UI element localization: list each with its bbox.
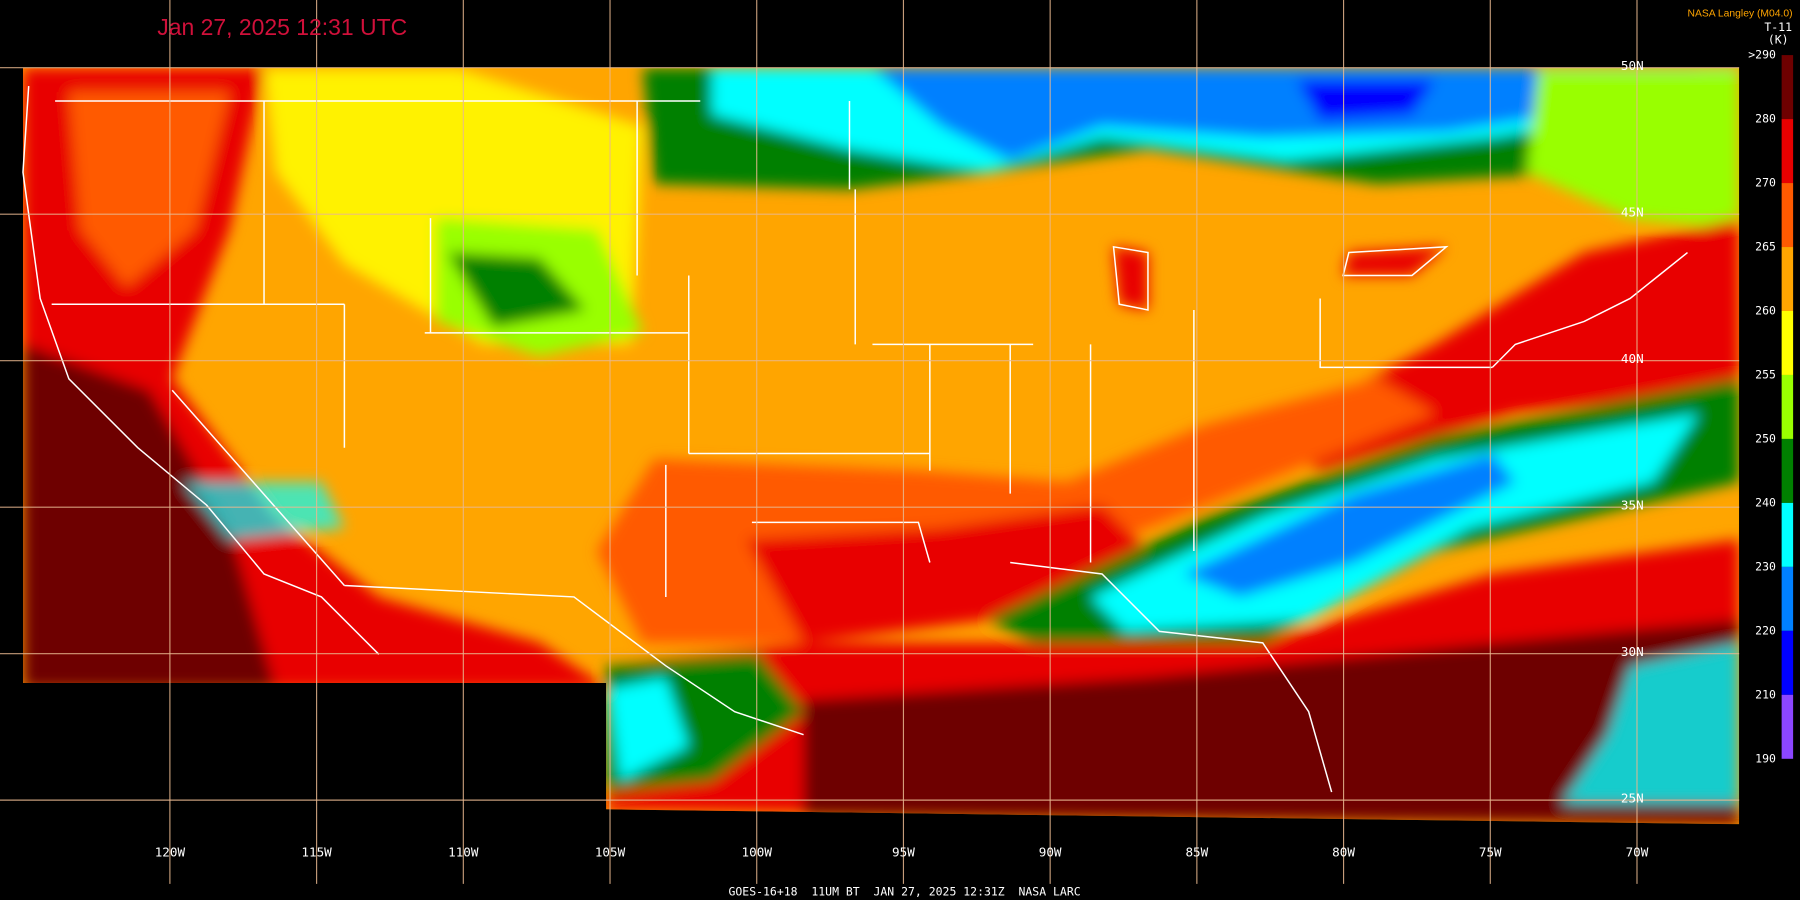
colorbar-segment — [1781, 694, 1794, 759]
lakes-coast — [1112, 245, 1688, 368]
colorbar-segment — [1781, 247, 1794, 311]
colorbar-label: 240 — [1755, 495, 1776, 509]
latitude-label: 35N — [1621, 498, 1644, 513]
colorbar-segment — [1781, 374, 1794, 439]
longitude-label: 95W — [892, 844, 915, 859]
latitude-label: 50N — [1621, 58, 1644, 73]
colorbar-segment — [1781, 630, 1794, 695]
longitude-label: 100W — [742, 844, 773, 859]
longitude-label: 85W — [1185, 844, 1208, 859]
borders — [22, 86, 1688, 793]
longitude-label: 120W — [155, 844, 186, 859]
colorbar-segment — [1781, 502, 1794, 567]
colorbar-segment — [1781, 119, 1794, 184]
colorbar-segment — [1781, 55, 1794, 120]
latitude-label: 25N — [1621, 790, 1644, 805]
colorbar-label: 260 — [1755, 303, 1776, 317]
colorbar-label: 220 — [1755, 623, 1776, 637]
colorbar-label: 190 — [1755, 751, 1776, 765]
colorbar-label: 255 — [1755, 367, 1776, 381]
longitude-label: 75W — [1479, 844, 1502, 859]
timestamp: Jan 27, 2025 12:31 UTC — [157, 14, 407, 40]
longitude-label: 80W — [1332, 844, 1355, 859]
colorbar-segment — [1781, 183, 1794, 248]
colorbar-segment — [1781, 438, 1794, 503]
colorbar-unit: (K) — [1768, 33, 1789, 47]
latitude-label: 45N — [1621, 205, 1644, 220]
colorbar-label: 230 — [1755, 559, 1776, 573]
latitude-label: 30N — [1621, 644, 1644, 659]
cloud-fields — [22, 67, 1740, 825]
longitude-label: 110W — [448, 844, 479, 859]
state-lines — [51, 100, 851, 736]
colorbar-label: 270 — [1755, 176, 1776, 190]
colorbar-label: >290 — [1748, 48, 1776, 62]
credit: NASA Langley (M04.0) — [1688, 9, 1793, 20]
state-lines-east — [665, 189, 1493, 793]
longitude-label: 70W — [1626, 844, 1649, 859]
colorbar-segment — [1781, 566, 1794, 631]
colorbar-segment — [1781, 310, 1794, 375]
colorbar-title: T-11 — [1764, 20, 1792, 34]
footer-bar — [0, 885, 1800, 900]
longitude-label: 115W — [301, 844, 332, 859]
lat-lon-grid: 120W 115W 110W 105W 100W 95W 90W 85W 80W 75W 70W 50… — [0, 0, 1740, 884]
colorbar: >290 280 270 265 260 255 250 240 230 220 210 190 — [1748, 48, 1794, 765]
longitude-label: 90W — [1039, 844, 1062, 859]
colorbar-label: 250 — [1755, 431, 1776, 445]
longitude-label: 105W — [595, 844, 626, 859]
footer: GOES-16+18 11UM BT JAN 27, 2025 12:31Z N… — [729, 884, 1081, 898]
colorbar-label: 280 — [1755, 112, 1776, 126]
colorbar-label: 265 — [1755, 240, 1776, 254]
colorbar-label: 210 — [1755, 687, 1776, 701]
latitude-label: 40N — [1621, 351, 1644, 366]
